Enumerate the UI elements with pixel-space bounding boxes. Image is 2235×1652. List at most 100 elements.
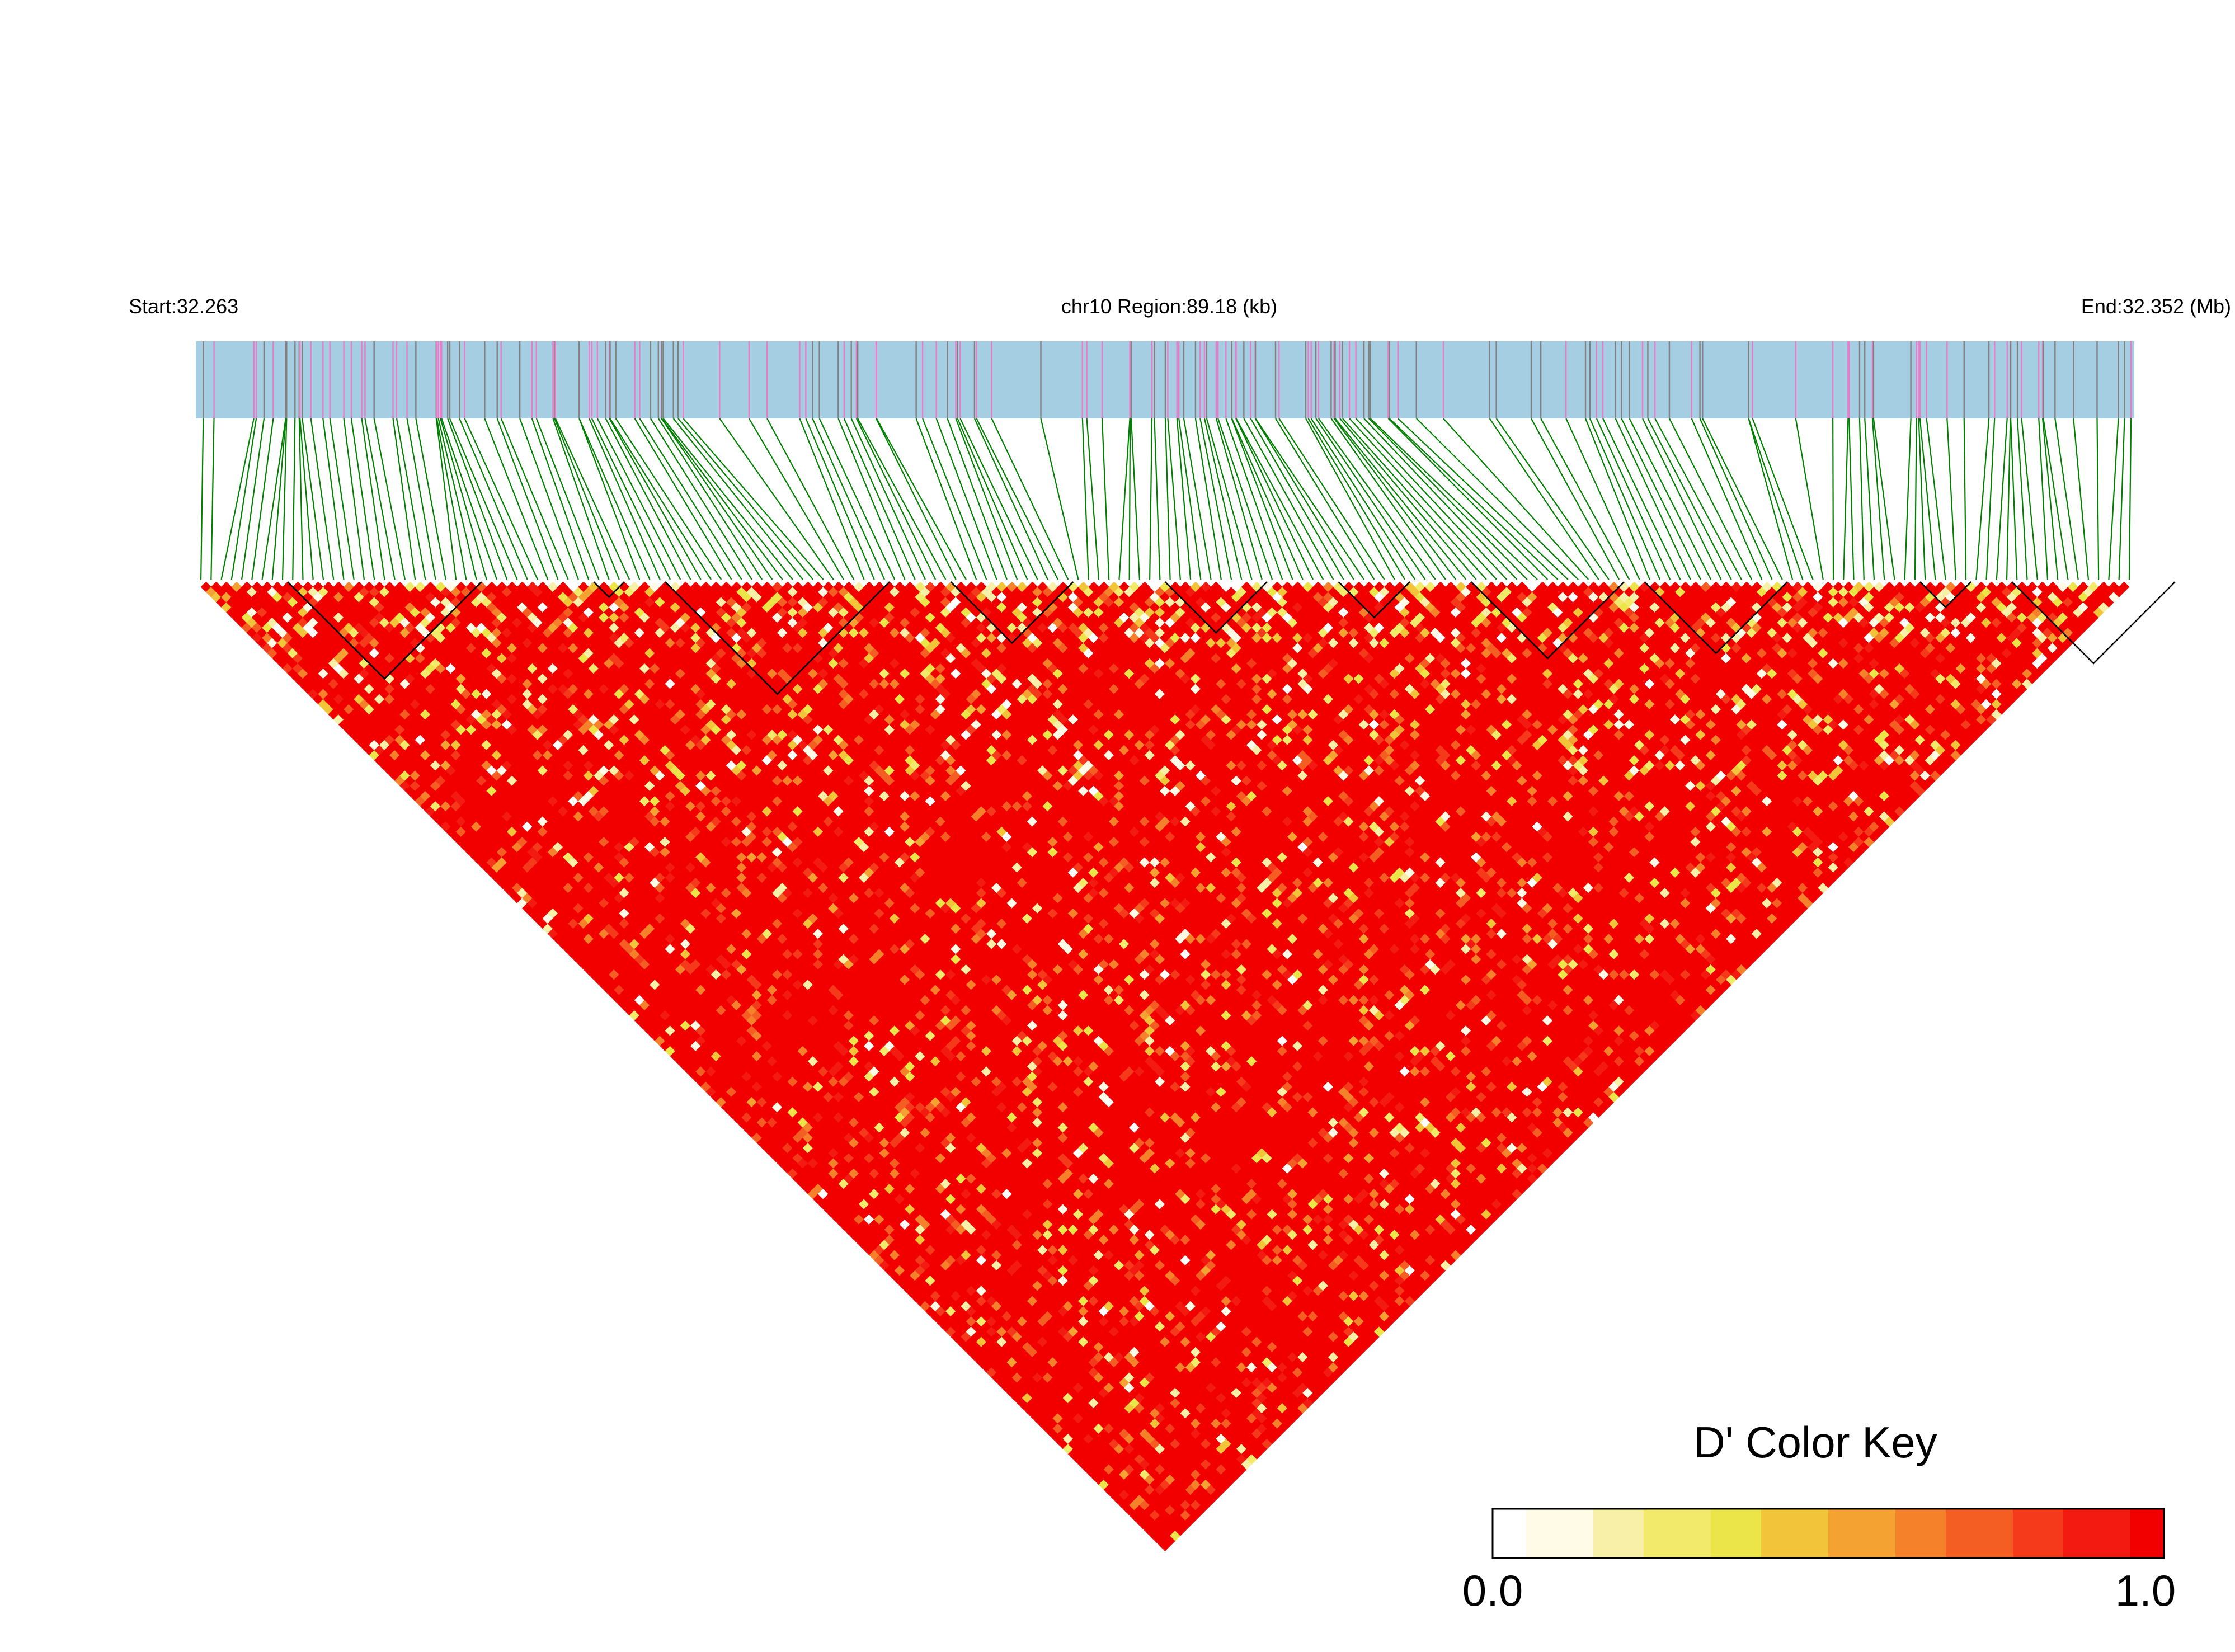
- end-position-label: End:32.352 (Mb): [2081, 295, 2231, 318]
- snp-connector: [1702, 418, 1783, 580]
- snp-connector: [1305, 418, 1395, 580]
- snp-connector: [2096, 418, 2100, 580]
- snp-connector: [1589, 418, 1660, 580]
- snp-connector: [805, 418, 875, 580]
- snp-connector: [2073, 418, 2090, 580]
- snp-connector: [343, 418, 365, 580]
- snp-connector: [361, 418, 385, 580]
- snp-connector: [552, 418, 610, 580]
- snp-connector: [1975, 418, 1990, 580]
- snp-connector: [1985, 418, 1996, 580]
- snp-connector: [1368, 418, 1528, 580]
- snp-connector: [396, 418, 426, 580]
- snp-position-ticks: [203, 341, 2132, 418]
- snp-connector: [459, 418, 528, 580]
- snp-connector: [1307, 418, 1406, 580]
- snp-connector: [322, 418, 345, 580]
- snp-connector: [2128, 418, 2132, 580]
- snp-connector: [1795, 418, 1824, 580]
- snp-connector: [464, 418, 538, 580]
- snp-connector: [578, 418, 651, 580]
- snp-connector: [609, 418, 702, 580]
- snp-connector: [2021, 418, 2038, 580]
- snp-connector: [1642, 418, 1722, 580]
- snp-connector: [991, 418, 1069, 580]
- snp-connector: [578, 418, 641, 580]
- snp-connector: [1318, 418, 1436, 580]
- snp-connector: [1914, 418, 1917, 580]
- snp-connector: [2010, 418, 2018, 580]
- snp-connector: [876, 418, 967, 580]
- snp-connector: [1489, 418, 1599, 580]
- snp-connector: [855, 418, 937, 580]
- snp-connector: [1565, 418, 1640, 580]
- snp-connector: [415, 418, 446, 580]
- snp-connector: [1668, 418, 1753, 580]
- snp-connector: [1130, 418, 1141, 580]
- snp-connector: [554, 418, 620, 580]
- snp-connector: [596, 418, 681, 580]
- snp-connector: [1334, 418, 1467, 580]
- snp-connector: [1178, 418, 1202, 580]
- snp-connector: [947, 418, 1008, 580]
- snp-connector: [1443, 418, 1589, 580]
- snp-connector: [1310, 418, 1416, 580]
- snp-connector: [1864, 418, 1875, 580]
- snp-connector: [310, 418, 335, 580]
- snp-connector: [1339, 418, 1477, 580]
- snp-connector: [1858, 418, 1865, 580]
- snp-connector: [857, 418, 947, 580]
- snp-connector: [1699, 418, 1773, 580]
- snp-connector: [1647, 418, 1732, 580]
- snp-connector: [1629, 418, 1712, 580]
- snp-connector: [1848, 418, 1855, 580]
- snp-connector: [661, 418, 783, 580]
- snp-connector: [1387, 418, 1549, 580]
- snp-connector: [1370, 418, 1538, 580]
- snp-connector: [2043, 418, 2069, 580]
- snp-connector: [634, 418, 732, 580]
- snp-connector: [1615, 418, 1691, 580]
- snp-connector: [1872, 418, 1895, 580]
- snp-connector: [2054, 418, 2079, 580]
- snp-connector: [2108, 418, 2119, 580]
- snp-connector: [683, 418, 824, 580]
- snp-connector: [2016, 418, 2028, 580]
- snp-connector: [1330, 418, 1446, 580]
- snp-connector: [447, 418, 508, 580]
- snp-connector: [1254, 418, 1354, 580]
- snp-connector: [271, 418, 287, 580]
- snp-connector-lines: [200, 418, 2132, 580]
- snp-connector: [1752, 418, 1814, 580]
- start-position-label: Start:32.263: [129, 295, 238, 318]
- snp-connector: [1596, 418, 1671, 580]
- snp-connector: [1275, 418, 1375, 580]
- snp-connector: [1748, 418, 1804, 580]
- snp-connector: [1278, 418, 1385, 580]
- snp-connector: [2118, 418, 2125, 580]
- snp-connector: [1389, 418, 1559, 580]
- snp-connector: [1996, 418, 2008, 580]
- snp-connector: [1691, 418, 1763, 580]
- snp-connector: [1154, 418, 1161, 580]
- snp-connector: [449, 418, 518, 580]
- snp-connector: [436, 418, 467, 580]
- snp-connector: [435, 418, 457, 580]
- snp-connector: [922, 418, 987, 580]
- snp-connector: [799, 418, 865, 580]
- snp-connector: [812, 418, 885, 580]
- snp-connector: [261, 418, 286, 580]
- snp-connector: [1086, 418, 1100, 580]
- snp-connector: [302, 418, 324, 580]
- snp-connector: [976, 418, 1058, 580]
- snp-connector: [299, 418, 314, 580]
- snp-connector: [719, 418, 834, 580]
- snp-connector: [677, 418, 814, 580]
- snp-connector: [1215, 418, 1263, 580]
- snp-connector: [554, 418, 630, 580]
- snp-connector: [843, 418, 916, 580]
- region-label: chr10 Region:89.18 (kb): [1061, 295, 1277, 318]
- snp-connector: [589, 418, 661, 580]
- snp-connector: [519, 418, 579, 580]
- snp-connector: [837, 418, 906, 580]
